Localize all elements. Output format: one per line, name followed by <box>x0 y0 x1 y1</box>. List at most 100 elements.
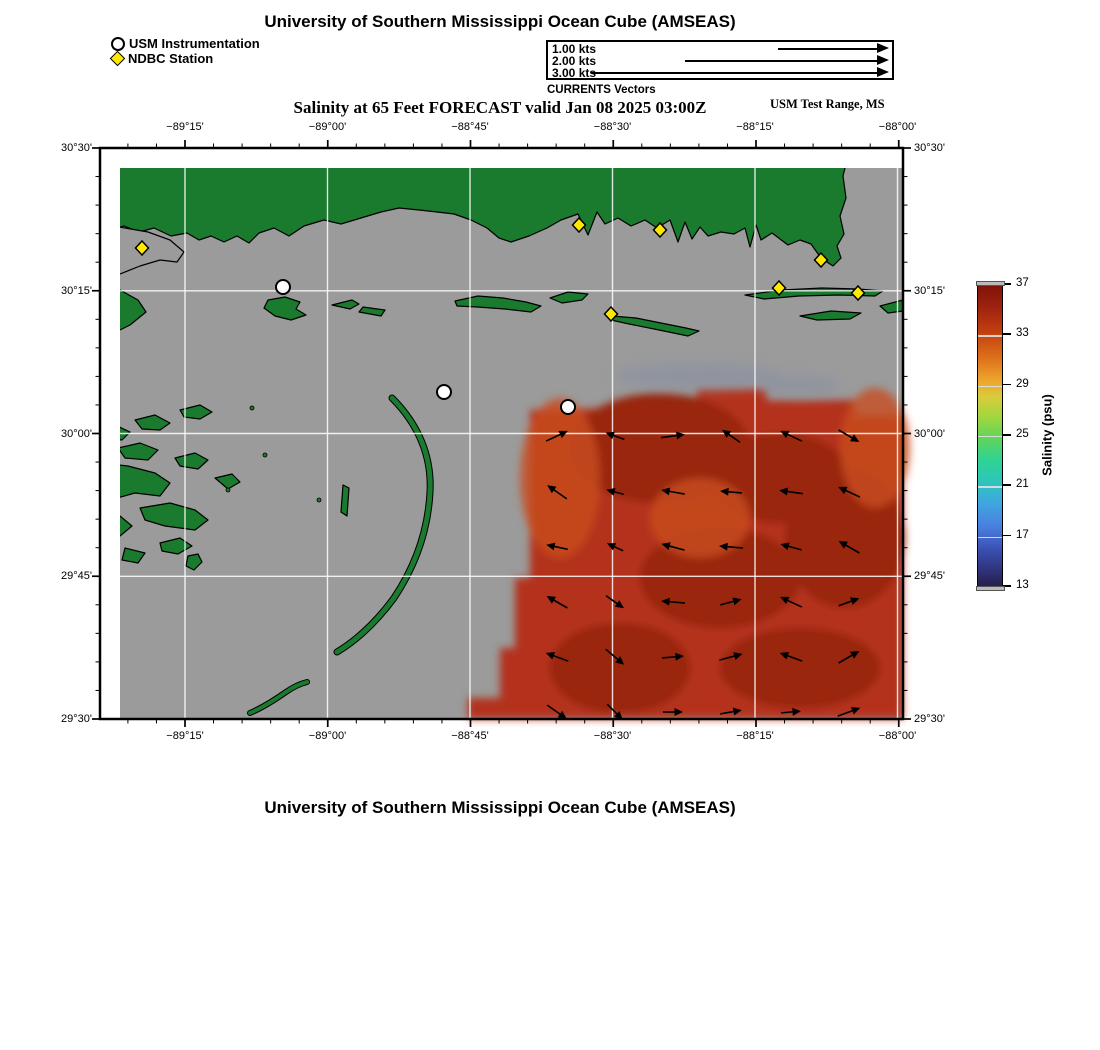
lon-tick-label-bottom: −88°30' <box>593 730 632 742</box>
current-arrow-icon <box>837 707 861 717</box>
vector-scale-row: 1.00 kts <box>552 43 892 55</box>
legend-usm-label: USM Instrumentation <box>129 36 260 51</box>
lat-tick-label-right: 30°30' <box>914 142 945 154</box>
lon-tick-label-bottom: −88°00' <box>878 730 917 742</box>
current-arrow-icon <box>605 648 625 665</box>
colorbar-tick-label: 33 <box>1016 327 1029 340</box>
colorbar-tick <box>1003 333 1011 335</box>
current-arrow-icon <box>545 652 569 662</box>
colorbar-gridline <box>978 385 1002 388</box>
current-arrow-icon <box>779 487 803 496</box>
legend-ndbc-label: NDBC Station <box>128 51 214 66</box>
lon-tick-label-bottom: −88°15' <box>736 730 774 742</box>
current-arrow-icon <box>838 597 860 607</box>
ndbc-station-marker[interactable] <box>850 284 866 302</box>
current-arrow-icon <box>780 707 801 716</box>
map-canvas <box>120 168 910 720</box>
current-arrow-icon <box>779 652 803 662</box>
lat-tick-label-left: 29°30' <box>61 713 92 725</box>
low-salinity-smudge <box>613 363 840 396</box>
colorbar-tick-label: 25 <box>1016 428 1029 440</box>
lon-tick-label-top: −88°15' <box>736 121 774 133</box>
current-arrow-icon <box>838 486 861 498</box>
colorbar-endcap <box>976 281 1005 286</box>
salinity-forecast-map <box>92 140 911 727</box>
current-arrow-icon <box>661 542 685 551</box>
currents-vector-scale-box: 1.00 kts 2.00 kts 3.00 kts <box>546 40 894 80</box>
lon-tick-label-top: −88°45' <box>451 121 489 133</box>
axis-ticks <box>92 140 911 727</box>
lat-tick-label-left: 30°00' <box>61 427 92 440</box>
current-arrow-icon <box>661 487 685 496</box>
page-title: University of Southern Mississippi Ocean… <box>264 12 736 31</box>
current-arrow-icon <box>838 429 860 442</box>
current-vectors <box>545 429 861 720</box>
current-arrow-icon <box>780 542 802 551</box>
current-arrow-icon <box>838 651 860 664</box>
current-arrow-icon <box>719 542 744 551</box>
salinity-field <box>468 388 910 719</box>
ndbc-station-marker[interactable] <box>771 279 787 297</box>
usm-circle-icon <box>111 36 125 51</box>
lon-tick-label-bottom: −89°00' <box>308 730 347 742</box>
current-arrow-icon <box>546 596 568 609</box>
lon-tick-label-top: −88°30' <box>593 121 632 133</box>
current-arrow-icon <box>720 487 743 496</box>
lat-tick-label-left: 30°30' <box>61 142 92 154</box>
lon-tick-label-top: −89°15' <box>166 121 204 133</box>
colorbar-tick-label: 21 <box>1016 478 1029 491</box>
vector-scale-line <box>778 48 878 50</box>
page-title-bottom: University of Southern Mississippi Ocean… <box>264 798 736 817</box>
lat-tick-label-right: 30°00' <box>914 427 945 440</box>
arrowhead-icon <box>877 67 889 77</box>
colorbar-tick-label: 29 <box>1016 377 1029 390</box>
current-arrow-icon <box>605 431 625 441</box>
colorbar-tick-label: 37 <box>1016 277 1029 289</box>
ndbc-diamond-icon <box>109 50 126 67</box>
current-arrow-icon <box>838 541 860 554</box>
current-arrow-icon <box>720 597 742 606</box>
ndbc-station-marker[interactable] <box>571 216 587 234</box>
current-arrow-icon <box>606 543 624 552</box>
region-label: USM Test Range, MS <box>770 97 885 111</box>
vector-scale-label: 3.00 kts <box>552 66 597 80</box>
currents-caption: CURRENTS Vectors <box>547 84 656 96</box>
usm-instrumentation-marker[interactable] <box>275 279 291 295</box>
arrowhead-icon <box>877 43 889 53</box>
colorbar-tick-label: 17 <box>1016 528 1029 541</box>
usm-instrumentation-marker[interactable] <box>436 384 452 400</box>
colorbar-endcap <box>976 586 1005 591</box>
legend-row-ndbc: NDBC Station <box>109 50 260 67</box>
vector-scale-row: 2.00 kts <box>552 55 892 67</box>
ndbc-station-marker[interactable] <box>603 305 619 323</box>
colorbar-tick <box>1003 534 1011 537</box>
current-arrow-icon <box>546 704 567 719</box>
colorbar-tick <box>1003 383 1011 386</box>
colorbar-tick-label: 13 <box>1016 579 1029 591</box>
vector-scale-label: 1.00 kts <box>552 42 597 56</box>
colorbar-gridline <box>978 335 1002 337</box>
lat-tick-label-left: 30°15' <box>61 284 92 297</box>
colorbar-axis-label: Salinity (psu) <box>1039 394 1055 476</box>
ndbc-station-marker[interactable] <box>652 221 668 239</box>
salinity-colorbar <box>977 284 1003 588</box>
usm-instrumentation-marker[interactable] <box>560 399 576 415</box>
vector-scale-label: 2.00 kts <box>552 54 597 68</box>
current-arrow-icon <box>546 542 568 551</box>
lat-tick-label-right: 29°45' <box>914 570 945 583</box>
current-arrow-icon <box>780 430 803 442</box>
current-arrow-icon <box>661 652 684 661</box>
current-arrow-icon <box>663 708 683 716</box>
lon-tick-label-bottom: −89°15' <box>166 730 204 742</box>
colorbar-gridline <box>978 486 1002 488</box>
ndbc-station-marker[interactable] <box>134 239 150 257</box>
ndbc-station-marker[interactable] <box>813 251 829 269</box>
lon-tick-label-bottom: −88°45' <box>451 730 489 742</box>
lat-tick-label-left: 29°45' <box>61 570 92 583</box>
lat-tick-label-right: 30°15' <box>914 284 945 297</box>
colorbar-gridline <box>978 536 1002 539</box>
legend-row-usm: USM Instrumentation <box>111 36 260 51</box>
colorbar-tick <box>1003 585 1011 587</box>
current-arrow-icon <box>606 703 623 720</box>
current-arrow-icon <box>545 430 568 442</box>
